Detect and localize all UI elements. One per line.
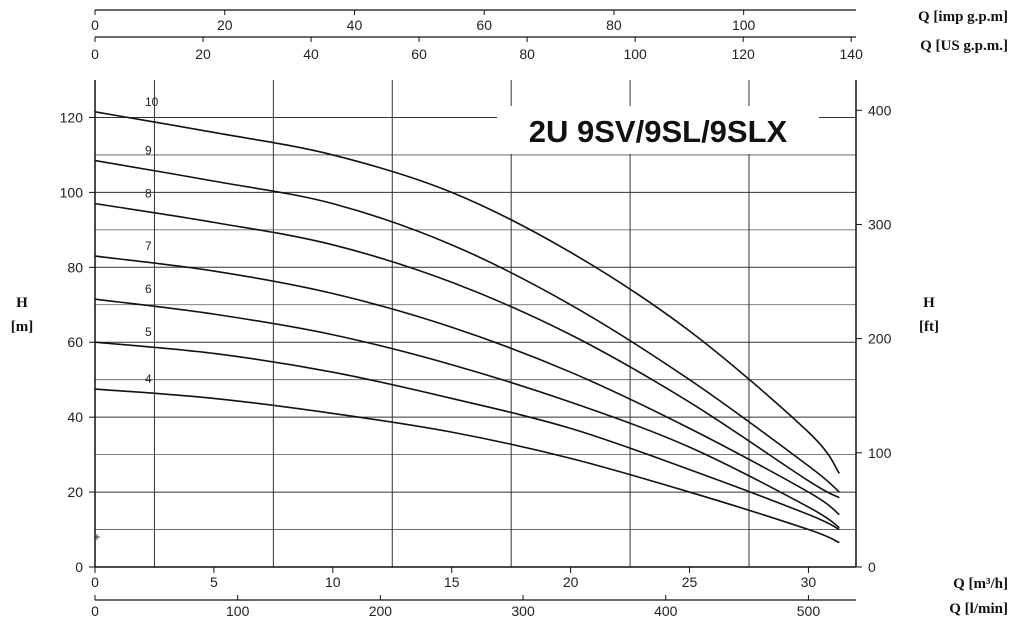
y-tick-label: 100 — [60, 184, 84, 200]
us-gpm-tick-label: 80 — [519, 46, 535, 62]
ft-tick-label: 200 — [868, 331, 892, 347]
ft-tick-label: 300 — [868, 216, 892, 232]
y-tick-label: 60 — [67, 334, 83, 350]
y-tick-label: 20 — [67, 484, 83, 500]
imp-gpm-tick-label: 80 — [606, 17, 622, 33]
series-label-7: 7 — [145, 239, 152, 253]
imp-gpm-tick-label: 20 — [217, 17, 233, 33]
lmin-axis-label: Q [l/min] — [949, 601, 1008, 617]
series-label-5: 5 — [145, 325, 152, 339]
series-label-10: 10 — [145, 95, 159, 109]
us-gpm-tick-label: 60 — [411, 46, 427, 62]
us-gpm-axis-label: Q [US g.p.m.] — [920, 38, 1008, 54]
series-label-9: 9 — [145, 144, 152, 158]
us-gpm-tick-label: 0 — [91, 46, 99, 62]
y-tick-label: 0 — [75, 559, 83, 575]
us-gpm-tick-label: 40 — [303, 46, 319, 62]
us-gpm-tick-label: 100 — [623, 46, 647, 62]
lmin-tick-label: 200 — [369, 603, 393, 619]
y-tick-label: 120 — [60, 109, 84, 125]
us-gpm-tick-label: 20 — [195, 46, 211, 62]
x-axis-label: Q [m³/h] — [953, 576, 1008, 592]
us-gpm-tick-label: 120 — [731, 46, 755, 62]
x-tick-label: 10 — [325, 574, 341, 590]
series-line-4 — [94, 388, 840, 544]
ft-axis-label-unit: [ft] — [919, 319, 939, 335]
imp-gpm-axis-label: Q [imp g.p.m] — [918, 9, 1008, 25]
y-tick-label: 40 — [67, 409, 83, 425]
us-gpm-tick-label: 140 — [840, 46, 864, 62]
series-line-10 — [94, 111, 841, 474]
chart-title: 2U 9SV/9SL/9SLX — [529, 114, 788, 149]
imp-gpm-tick-label: 40 — [347, 17, 363, 33]
ft-tick-label: 100 — [868, 445, 892, 461]
series-label-6: 6 — [145, 282, 152, 296]
x-tick-label: 30 — [801, 574, 817, 590]
series-label-4: 4 — [145, 372, 152, 386]
x-tick-label: 15 — [444, 574, 460, 590]
x-tick-label: 20 — [563, 574, 579, 590]
x-tick-label: 25 — [682, 574, 698, 590]
series-line-6 — [94, 298, 840, 529]
lmin-tick-label: 500 — [797, 603, 821, 619]
x-tick-label: 5 — [210, 574, 218, 590]
ft-axis-label-h: H — [923, 295, 935, 311]
series-label-8: 8 — [145, 187, 152, 201]
lmin-tick-label: 400 — [654, 603, 678, 619]
x-tick-label: 0 — [91, 574, 99, 590]
title-background — [497, 106, 819, 154]
imp-gpm-tick-label: 100 — [732, 17, 756, 33]
series-line-5 — [94, 341, 840, 531]
y-axis-label-unit: [m] — [11, 319, 34, 335]
series-line-7 — [94, 255, 840, 516]
ft-tick-label: 400 — [868, 102, 892, 118]
ft-tick-label: 0 — [868, 559, 876, 575]
series-line-9 — [94, 159, 840, 493]
y-tick-label: 80 — [67, 259, 83, 275]
lmin-tick-label: 0 — [91, 603, 99, 619]
imp-gpm-tick-label: 0 — [91, 17, 99, 33]
marker-plus: + — [93, 530, 100, 544]
lmin-tick-label: 300 — [511, 603, 535, 619]
imp-gpm-tick-label: 60 — [476, 17, 492, 33]
series-line-8 — [94, 202, 840, 499]
y-axis-label-h: H — [16, 295, 28, 311]
lmin-tick-label: 100 — [226, 603, 250, 619]
